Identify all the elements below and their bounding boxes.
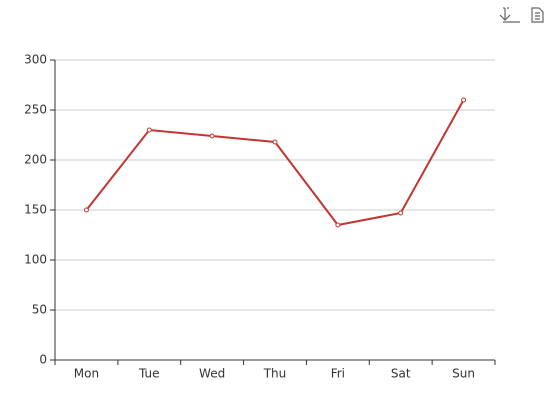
x-tick-label: Tue [138,367,160,381]
x-tick-label: Sat [391,367,411,381]
point [398,210,404,216]
point [146,127,152,133]
y-tick-label: 100 [24,253,47,267]
line [85,99,465,227]
point [209,133,215,139]
point [272,139,278,145]
data-view-icon[interactable] [531,7,544,23]
point [83,207,89,213]
x-tick-label: Fri [331,367,345,381]
y-tick-label: 50 [32,303,47,317]
point [335,222,341,228]
y-tick-label: 150 [24,203,47,217]
y-tick-label: 300 [24,53,47,67]
x-tick-label: Thu [263,367,287,381]
y-tick-label: 250 [24,103,47,117]
x-tick-label: Sun [452,367,475,381]
point [461,97,467,103]
toolbox-data-view[interactable] [531,7,544,23]
toolbox-download[interactable] [499,7,520,23]
download-icon[interactable] [499,7,520,23]
y-tick-label: 200 [24,153,47,167]
x-tick-label: Wed [199,367,225,381]
x-tick-label: Mon [74,367,99,381]
y-tick-label: 0 [39,353,47,367]
